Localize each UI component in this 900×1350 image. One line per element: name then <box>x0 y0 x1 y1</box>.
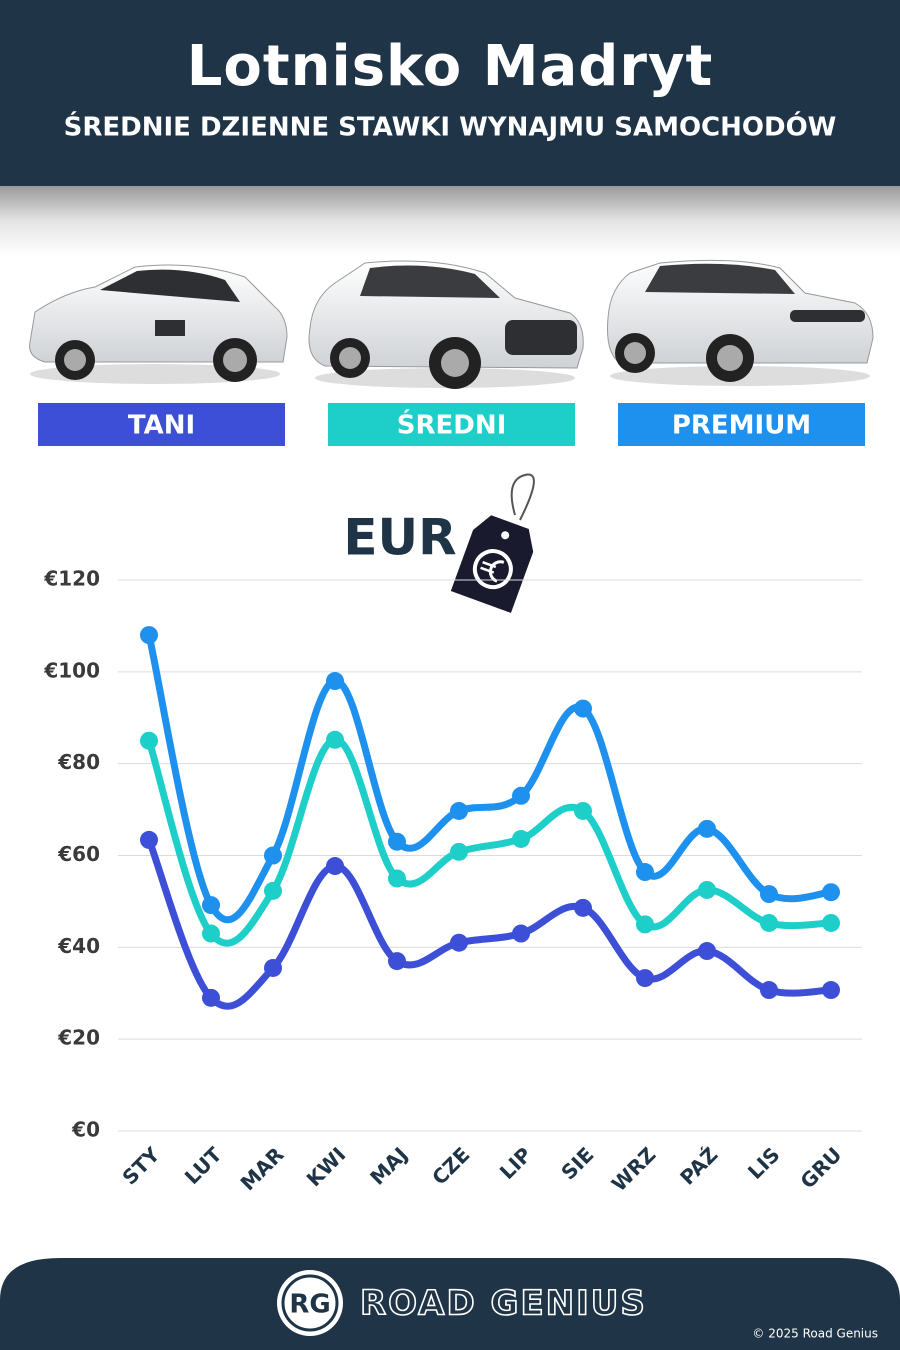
data-point <box>140 731 158 750</box>
price-tag-icon <box>450 473 535 613</box>
logo-text: RG <box>289 1290 330 1320</box>
series-line <box>145 631 835 924</box>
data-point <box>760 913 778 932</box>
data-point <box>388 952 406 971</box>
x-tick-label: KWI <box>302 1142 351 1191</box>
footer-band <box>0 1258 900 1350</box>
car-icon <box>607 259 874 386</box>
copyright: © 2025 Road Genius <box>752 1327 878 1341</box>
header-band <box>0 0 900 186</box>
legend: TANI ŚREDNI PREMIUM <box>38 403 865 446</box>
logo-ring <box>281 1274 339 1332</box>
car-icon <box>29 264 288 384</box>
x-tick-label: STY <box>117 1142 164 1189</box>
data-point <box>140 626 158 645</box>
plot-area: €0 €20 €40 €60 €80 €100 €120 STY LUT MAR KWI MAJ CZE… <box>43 567 862 1196</box>
x-tick-label: LUT <box>180 1142 227 1189</box>
data-point <box>512 924 530 943</box>
x-tick-label: LIP <box>495 1142 537 1184</box>
x-tick-label: MAJ <box>365 1142 412 1189</box>
x-tick-label: SIE <box>556 1142 598 1184</box>
data-point <box>264 958 282 977</box>
data-point <box>326 672 344 691</box>
x-tick-label: MAR <box>236 1142 289 1195</box>
data-point <box>574 699 592 718</box>
data-point <box>388 832 406 851</box>
x-tick-label: WRZ <box>607 1142 661 1196</box>
data-point <box>760 981 778 1000</box>
data-point <box>140 830 158 849</box>
x-tick-label: GRU <box>795 1142 846 1193</box>
data-point <box>264 881 282 900</box>
y-tick-label: €60 <box>57 842 100 866</box>
data-point <box>512 786 530 805</box>
data-point <box>512 829 530 848</box>
data-point <box>264 846 282 865</box>
y-tick-label: €80 <box>57 750 100 774</box>
data-point <box>636 863 654 882</box>
data-point <box>574 898 592 917</box>
y-tick-label: €100 <box>43 658 100 682</box>
currency-label: EUR <box>343 509 456 567</box>
legend-swatch <box>328 403 575 446</box>
data-point <box>822 913 840 932</box>
header-shadow <box>0 186 900 256</box>
car-icon <box>308 260 584 389</box>
data-point <box>698 819 716 838</box>
data-point <box>326 857 344 876</box>
data-point <box>636 915 654 934</box>
data-point <box>388 869 406 888</box>
legend-label: PREMIUM <box>672 411 811 441</box>
data-point <box>450 842 468 861</box>
y-tick-label: €120 <box>43 567 100 591</box>
data-point <box>760 885 778 904</box>
logo-circle <box>277 1270 343 1336</box>
data-point <box>202 896 220 915</box>
data-point <box>822 981 840 1000</box>
y-tick-label: €40 <box>57 934 100 958</box>
data-point <box>636 969 654 988</box>
x-tick-label: CZE <box>427 1142 474 1189</box>
legend-swatch <box>618 403 865 446</box>
legend-label: ŚREDNI <box>397 409 507 441</box>
x-tick-label: LIS <box>743 1142 784 1183</box>
data-point <box>698 880 716 899</box>
y-tick-label: €0 <box>71 1118 100 1142</box>
data-point <box>574 801 592 820</box>
legend-swatch <box>38 403 285 446</box>
data-point <box>202 988 220 1007</box>
legend-label: TANI <box>128 411 195 441</box>
brand-name: ROAD GENIUS <box>360 1284 647 1324</box>
data-point <box>202 924 220 943</box>
data-point <box>450 801 468 820</box>
chart-title: Lotnisko Madryt <box>187 34 714 99</box>
y-tick-label: €20 <box>57 1026 100 1050</box>
chart-subtitle: ŚREDNIE DZIENNE STAWKI WYNAJMU SAMOCHODÓ… <box>64 111 837 143</box>
data-point <box>822 883 840 902</box>
data-point <box>450 933 468 952</box>
data-point <box>326 730 344 749</box>
data-point <box>698 942 716 961</box>
x-tick-label: PAŹ <box>675 1142 722 1189</box>
